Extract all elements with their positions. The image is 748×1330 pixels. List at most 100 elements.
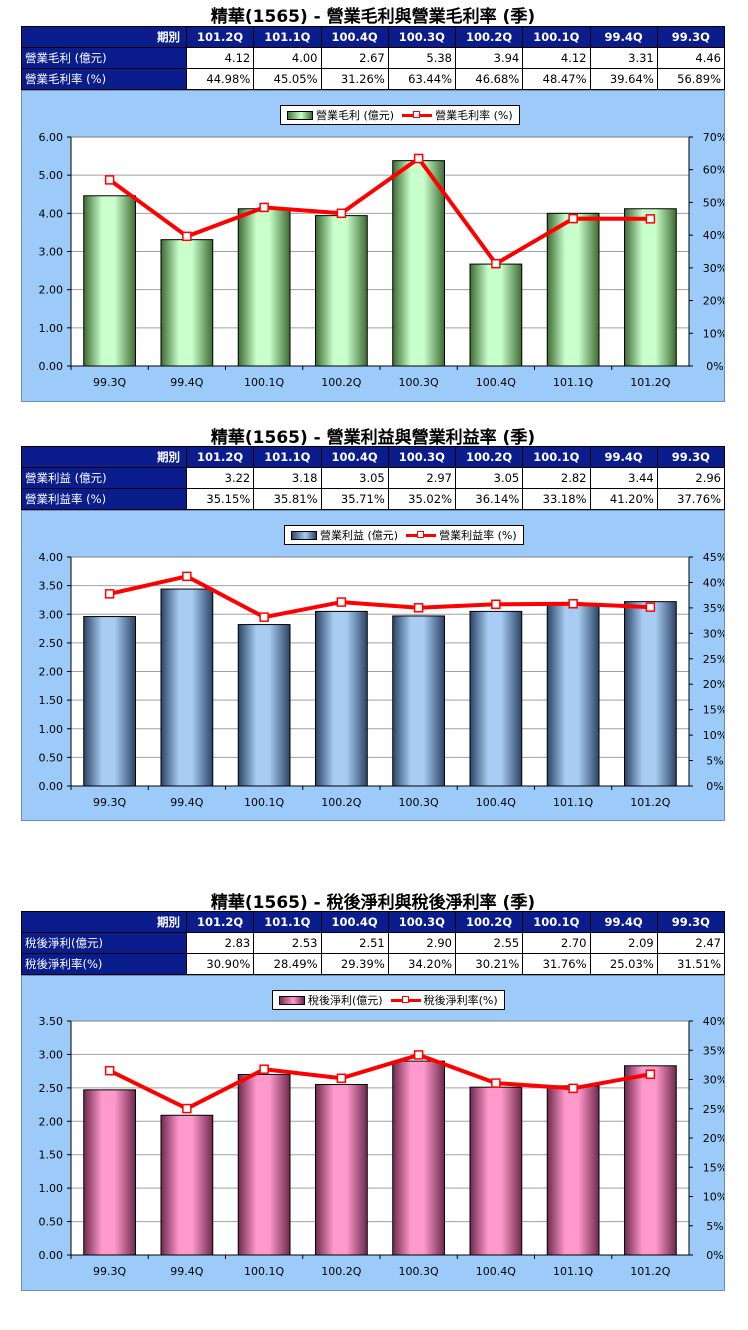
rate-marker bbox=[568, 599, 578, 609]
y-left-tick-label: 0.00 bbox=[39, 780, 64, 793]
y-right-tick-label: 35% bbox=[703, 1044, 724, 1057]
period-cell: 101.2Q bbox=[185, 446, 255, 468]
period-cell: 100.1Q bbox=[522, 446, 591, 468]
table-header-row: 期別 101.2Q 101.1Q 100.4Q 100.3Q 100.2Q 10… bbox=[21, 26, 726, 48]
value-cell: 46.68% bbox=[454, 68, 524, 90]
value-cell: 2.97 bbox=[387, 467, 457, 489]
rate-marker bbox=[182, 571, 192, 582]
legend-bar-swatch bbox=[287, 110, 313, 120]
bar bbox=[83, 1089, 137, 1256]
y-right-tick-label: 35% bbox=[703, 602, 724, 615]
period-cell: 100.1Q bbox=[522, 26, 591, 48]
value-cell: 5.38 bbox=[387, 47, 457, 69]
legend-line-label: 營業毛利率 (%) bbox=[435, 109, 513, 122]
table-row: 營業利益率 (%) 35.15% 35.81% 35.71% 35.02% 36… bbox=[21, 488, 726, 510]
y-left-tick-label: 1.00 bbox=[39, 322, 64, 335]
period-cell: 100.3Q bbox=[387, 26, 457, 48]
rate-line bbox=[108, 156, 651, 266]
period-cell: 99.4Q bbox=[589, 26, 658, 48]
legend-item-bar: 營業毛利 (億元) bbox=[287, 107, 394, 123]
bar bbox=[237, 208, 291, 367]
chart-area: 稅後淨利(億元) 稅後淨利率(%) 0.00 0.50 1.00 1.50 2.00 2.… bbox=[21, 975, 725, 1291]
row-label: 稅後淨利(億元) bbox=[21, 932, 187, 954]
value-cell: 2.82 bbox=[522, 467, 591, 489]
table-row: 稅後淨利(億元) 2.83 2.53 2.51 2.90 2.55 2.70 2… bbox=[21, 932, 726, 954]
y-left-tick-label: 0.00 bbox=[39, 1249, 64, 1262]
period-cell: 99.3Q bbox=[656, 911, 726, 933]
legend-item-line: 稅後淨利率(%) bbox=[390, 992, 498, 1008]
bar bbox=[237, 1073, 291, 1256]
chart-title: 精華(1565) - 營業利益與營業利益率 (季) bbox=[210, 428, 536, 448]
value-cell: 35.71% bbox=[320, 488, 389, 510]
rate-marker bbox=[259, 1064, 269, 1074]
chart-area: 營業利益 (億元) 營業利益率 (%) 0.00 0.50 1.00 1.50 2.00… bbox=[21, 510, 725, 821]
bar bbox=[623, 1065, 677, 1256]
bar bbox=[469, 610, 523, 787]
value-cell: 2.51 bbox=[320, 932, 389, 954]
period-cell: 100.2Q bbox=[454, 26, 524, 48]
x-tick-label: 100.1Q bbox=[244, 796, 284, 809]
value-cell: 3.05 bbox=[320, 467, 389, 489]
rate-line bbox=[108, 1052, 651, 1111]
y-right-tick-label: 45% bbox=[703, 551, 724, 564]
period-cell: 101.2Q bbox=[185, 26, 255, 48]
value-cell: 35.15% bbox=[185, 488, 255, 510]
value-cell: 31.51% bbox=[656, 953, 726, 975]
period-cell: 99.4Q bbox=[589, 911, 658, 933]
legend-line-label: 營業利益率 (%) bbox=[439, 529, 517, 542]
y-left-tick-label: 2.00 bbox=[39, 666, 64, 679]
x-tick-label: 100.3Q bbox=[399, 376, 439, 389]
row-label: 營業毛利率 (%) bbox=[21, 68, 187, 90]
value-cell: 31.76% bbox=[522, 953, 591, 975]
x-tick-label: 99.4Q bbox=[170, 376, 203, 389]
x-tick-label: 101.2Q bbox=[630, 376, 670, 389]
rate-marker bbox=[104, 175, 115, 185]
value-cell: 2.55 bbox=[454, 932, 524, 954]
row-label: 營業利益 (億元) bbox=[21, 467, 187, 489]
x-tick-label: 100.1Q bbox=[244, 376, 284, 389]
row-label: 營業利益率 (%) bbox=[21, 488, 187, 510]
combo-chart-svg: 0.00 1.00 2.00 3.00 4.00 5.00 6.00 0% 10% 20% 30% 4… bbox=[39, 131, 725, 389]
rate-marker bbox=[491, 258, 501, 269]
y-left-tick-label: 0.00 bbox=[39, 360, 64, 373]
period-cell: 100.3Q bbox=[387, 911, 457, 933]
value-cell: 31.26% bbox=[320, 68, 389, 90]
legend-bar-label: 營業利益 (億元) bbox=[320, 529, 399, 542]
rate-marker bbox=[413, 603, 424, 613]
period-header: 期別 bbox=[21, 26, 187, 48]
rate-marker bbox=[259, 612, 269, 622]
period-cell: 101.1Q bbox=[253, 446, 322, 468]
y-right-tick-label: 20% bbox=[703, 1132, 724, 1145]
y-left-tick-label: 2.00 bbox=[39, 284, 64, 297]
y-right-tick-label: 20% bbox=[703, 678, 724, 691]
y-right-tick-label: 15% bbox=[703, 704, 724, 717]
value-cell: 2.83 bbox=[185, 932, 255, 954]
row-label: 稅後淨利率(%) bbox=[21, 953, 187, 975]
legend-line-swatch bbox=[406, 530, 437, 540]
x-tick-label: 101.2Q bbox=[630, 1265, 670, 1278]
bar bbox=[160, 1114, 214, 1256]
combo-chart-svg: 0.00 0.50 1.00 1.50 2.00 2.50 3.00 3.50 4.00 0% 5%… bbox=[39, 551, 725, 809]
value-cell: 2.09 bbox=[589, 932, 658, 954]
legend-bar-swatch bbox=[291, 530, 317, 540]
y-left-tick-label: 1.00 bbox=[39, 723, 64, 736]
legend-bar-label: 稅後淨利(億元) bbox=[308, 994, 383, 1007]
y-left-tick-label: 3.00 bbox=[39, 246, 64, 259]
y-left-tick-label: 6.00 bbox=[39, 131, 64, 144]
period-cell: 99.3Q bbox=[656, 446, 726, 468]
period-cell: 100.4Q bbox=[320, 446, 389, 468]
chart-legend: 營業毛利 (億元) 營業毛利率 (%) bbox=[280, 105, 520, 125]
table-header-row: 期別 101.2Q 101.1Q 100.4Q 100.3Q 100.2Q 10… bbox=[21, 446, 726, 468]
x-tick-label: 99.3Q bbox=[93, 376, 126, 389]
row-label: 營業毛利 (億元) bbox=[21, 47, 187, 69]
value-cell: 2.90 bbox=[387, 932, 457, 954]
y-left-tick-label: 2.50 bbox=[39, 637, 64, 650]
rate-marker bbox=[182, 231, 192, 242]
x-tick-label: 99.3Q bbox=[93, 1265, 126, 1278]
value-cell: 30.90% bbox=[185, 953, 255, 975]
value-cell: 35.81% bbox=[253, 488, 322, 510]
y-right-tick-label: 10% bbox=[703, 327, 724, 340]
bar bbox=[392, 1060, 446, 1256]
y-right-tick-label: 0% bbox=[706, 1249, 723, 1262]
y-right-tick-label: 70% bbox=[703, 131, 724, 144]
